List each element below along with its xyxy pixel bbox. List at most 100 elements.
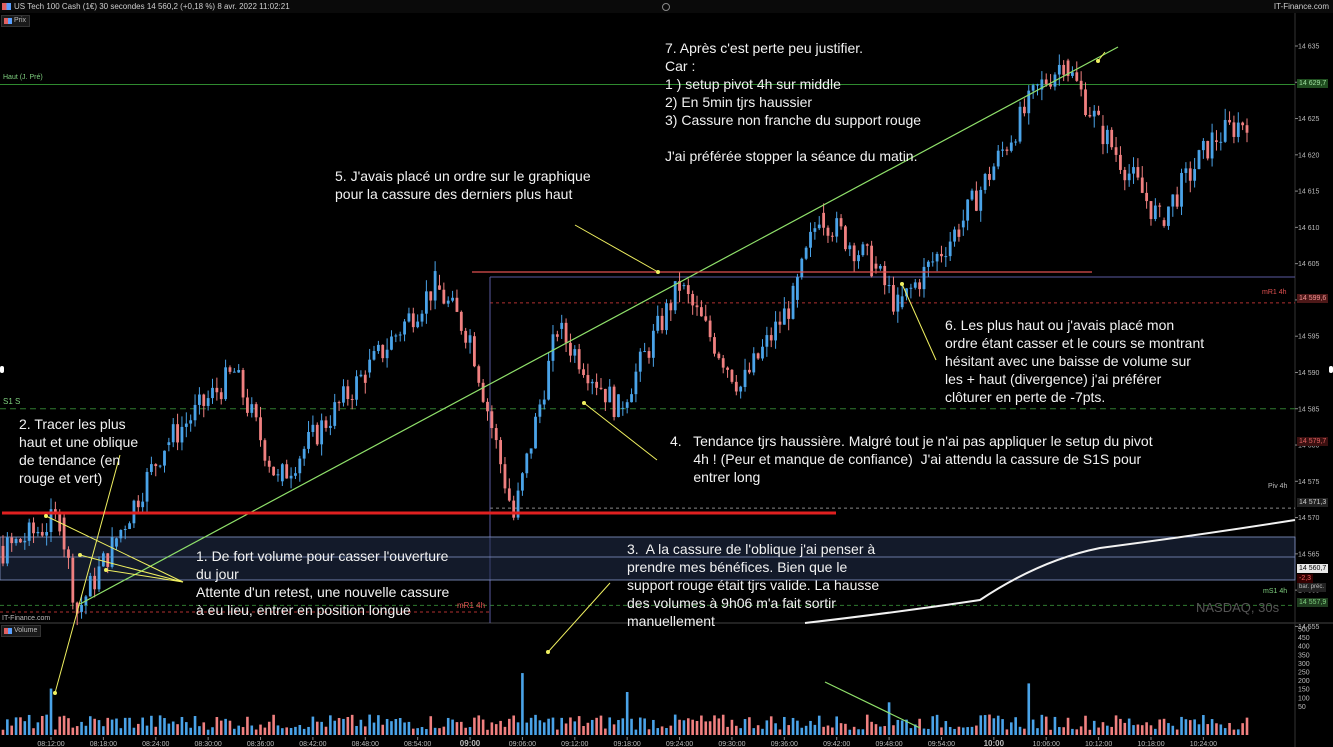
- s1-level-label: S1 S: [3, 397, 21, 406]
- candle-body: [438, 285, 441, 290]
- volume-bar: [1232, 729, 1236, 735]
- candle-body: [14, 539, 18, 544]
- candle-body: [101, 553, 105, 567]
- volume-bar: [385, 718, 389, 735]
- volume-y-tick-label: 100: [1298, 695, 1310, 702]
- volume-bar: [137, 723, 140, 735]
- volume-bar: [1167, 723, 1170, 735]
- volume-bar: [158, 715, 162, 735]
- trendline-green: [79, 46, 1119, 605]
- candle-body: [276, 474, 280, 476]
- volume-bar: [508, 718, 511, 735]
- right-resize-handle[interactable]: [1329, 366, 1333, 373]
- candle-body: [1153, 205, 1157, 219]
- candle-body: [983, 173, 987, 190]
- volume-bar: [446, 717, 450, 735]
- level-lines: [0, 83, 1295, 623]
- current-price-tag: 14 560,7: [1297, 564, 1329, 573]
- volume-bar: [1079, 726, 1083, 735]
- volume-bar: [1145, 722, 1148, 735]
- volume-bar: [23, 721, 27, 735]
- annotation-2: 2. Tracer les plus haut et une oblique d…: [19, 416, 139, 486]
- tab-prix[interactable]: Prix: [1, 15, 31, 27]
- volume-bar: [892, 725, 895, 735]
- window-circle-icon[interactable]: [662, 3, 670, 11]
- candle-body: [630, 394, 633, 403]
- x-tick-label: 09:06:00: [509, 741, 536, 747]
- candle-body: [202, 394, 206, 406]
- volume-bar: [573, 721, 577, 735]
- candle-body: [88, 575, 92, 597]
- candle-body: [294, 473, 297, 476]
- candle-body: [761, 346, 764, 359]
- volume-bar: [128, 717, 131, 735]
- candle-body: [835, 218, 839, 237]
- volume-bar: [874, 724, 878, 735]
- volume-bar: [123, 717, 127, 735]
- candle-body: [93, 575, 97, 590]
- candle-body: [1044, 79, 1048, 85]
- tab-volume[interactable]: Volume: [1, 625, 42, 637]
- y-tick-label: 14 610: [1298, 225, 1320, 232]
- volume-bar: [953, 728, 956, 735]
- x-tick-label: 10:24:00: [1190, 741, 1217, 747]
- candle-body: [337, 402, 341, 404]
- volume-bar: [883, 726, 887, 735]
- volume-bar: [490, 722, 494, 735]
- volume-bar: [1062, 727, 1065, 735]
- candle-body: [774, 321, 777, 341]
- volume-bar: [363, 726, 367, 735]
- volume-bar: [115, 718, 118, 735]
- volume-bar: [407, 721, 411, 735]
- candle-body: [1223, 119, 1227, 142]
- y-tick-label: 14 615: [1298, 189, 1320, 196]
- volume-bar: [254, 729, 258, 735]
- volume-bar: [717, 718, 721, 735]
- volume-bar: [996, 715, 1000, 735]
- candle-body: [1101, 125, 1105, 145]
- candle-body: [782, 308, 786, 325]
- tab-volume-label: Volume: [14, 627, 38, 634]
- volume-bar: [966, 727, 969, 735]
- volume-bar: [756, 725, 760, 735]
- volume-bar: [900, 720, 904, 735]
- x-tick-label: 10:00: [984, 739, 1005, 747]
- candle-body: [1162, 220, 1166, 226]
- red-price-tag: 14 579,7: [1297, 437, 1329, 446]
- volume-bar: [534, 714, 537, 735]
- volume-bar: [529, 717, 533, 735]
- volume-bar: [927, 728, 930, 735]
- candle-body: [158, 465, 162, 467]
- symbol-watermark: NASDAQ, 30s: [1196, 600, 1280, 615]
- candle-body: [80, 604, 83, 612]
- volume-bar: [604, 728, 607, 735]
- candle-body: [551, 334, 555, 361]
- volume-bar: [634, 729, 638, 735]
- volume-bar: [276, 725, 280, 735]
- candle-body: [944, 256, 948, 258]
- volume-bar: [1014, 717, 1017, 735]
- volume-bar: [652, 719, 655, 735]
- candle-body: [1031, 85, 1035, 91]
- candle-body: [416, 321, 420, 328]
- candle-body: [699, 307, 703, 317]
- x-tick-label: 09:54:00: [928, 741, 955, 747]
- mr1-price-tag: 14 599,6: [1297, 294, 1329, 303]
- candle-body: [1092, 110, 1096, 117]
- annotation-arrow: [574, 224, 659, 273]
- piv-price-tag: 14 571,3: [1297, 498, 1329, 507]
- candle-body: [350, 399, 354, 401]
- annotation-arrow: [901, 283, 937, 361]
- candle-body: [830, 235, 834, 237]
- candle-body: [865, 244, 869, 246]
- candle-body: [926, 261, 930, 267]
- candle-body: [909, 287, 913, 289]
- candle-body: [638, 351, 642, 372]
- left-resize-handle[interactable]: [0, 366, 4, 373]
- volume-bar: [80, 721, 83, 735]
- candle-body: [1119, 154, 1122, 170]
- bar-prec-value: -2,3: [1297, 574, 1314, 583]
- x-tick-label: 10:12:00: [1085, 741, 1112, 747]
- candle-body: [935, 253, 939, 262]
